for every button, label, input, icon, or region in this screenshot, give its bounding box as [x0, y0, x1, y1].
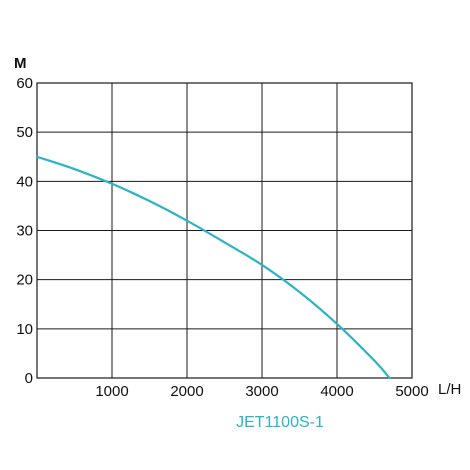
y-axis-ticks: 0 10 20 30 40 50 60: [16, 75, 33, 387]
x-axis-label: L/H: [438, 381, 461, 398]
series-line-0: [35, 155, 391, 380]
x-tick-label-2000: 2000: [170, 383, 203, 400]
grid: [37, 83, 412, 378]
x-axis-ticks: 1000 2000 3000 4000 5000: [95, 383, 428, 400]
y-tick-label-30: 30: [16, 223, 33, 240]
y-axis-label: M: [14, 55, 27, 72]
plot-border: [36, 82, 413, 379]
x-tick-label-5000: 5000: [395, 383, 428, 400]
plot-frame: [36, 82, 413, 379]
x-tick-label-3000: 3000: [245, 383, 278, 400]
x-tick-label-1000: 1000: [95, 383, 128, 400]
x-tick-label-4000: 4000: [320, 383, 353, 400]
y-tick-label-20: 20: [16, 272, 33, 289]
series-label-jet1100s-1: JET1100S-1: [236, 414, 324, 431]
y-tick-label-10: 10: [16, 321, 33, 338]
y-tick-label-40: 40: [16, 173, 33, 190]
y-tick-label-0: 0: [25, 370, 33, 387]
series-lines: [35, 155, 391, 380]
y-tick-label-50: 50: [16, 124, 33, 141]
y-tick-label-60: 60: [16, 75, 33, 92]
